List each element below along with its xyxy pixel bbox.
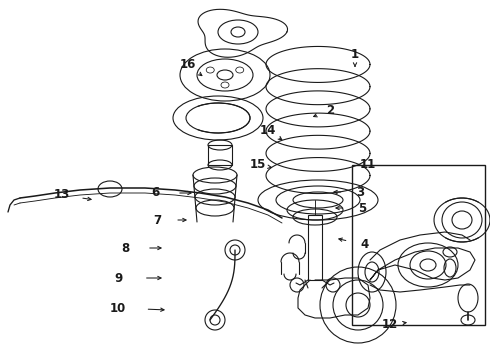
Bar — [308, 215, 322, 280]
Text: 4: 4 — [361, 238, 369, 252]
Text: 10: 10 — [110, 302, 126, 315]
Bar — [208, 145, 232, 165]
Text: 15: 15 — [250, 158, 266, 171]
Text: 7: 7 — [153, 213, 161, 226]
Bar — [352, 165, 485, 325]
Text: 12: 12 — [382, 319, 398, 332]
Text: 9: 9 — [114, 271, 122, 284]
Text: 5: 5 — [358, 202, 366, 215]
Text: 13: 13 — [54, 189, 70, 202]
Text: 1: 1 — [351, 49, 359, 62]
Text: 14: 14 — [260, 123, 276, 136]
Text: 16: 16 — [180, 58, 196, 72]
Text: 8: 8 — [121, 242, 129, 255]
Text: 11: 11 — [360, 158, 376, 171]
Text: 6: 6 — [151, 186, 159, 199]
Text: 2: 2 — [326, 104, 334, 117]
Text: 3: 3 — [356, 185, 364, 198]
